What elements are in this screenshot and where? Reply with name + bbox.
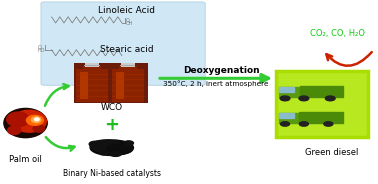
Text: Deoxygenation: Deoxygenation <box>183 66 259 75</box>
Bar <box>84 65 100 66</box>
Text: CO₂, CO, H₂O: CO₂, CO, H₂O <box>310 29 365 38</box>
Circle shape <box>299 122 308 126</box>
Text: O: O <box>38 45 42 50</box>
Ellipse shape <box>12 110 46 132</box>
Text: Linoleic Acid: Linoleic Acid <box>98 6 155 15</box>
Text: WCO: WCO <box>101 103 123 112</box>
Ellipse shape <box>7 112 29 127</box>
Bar <box>279 86 294 92</box>
Bar <box>279 113 298 123</box>
Bar <box>80 72 88 99</box>
Circle shape <box>299 96 309 101</box>
Ellipse shape <box>26 115 43 125</box>
Circle shape <box>324 122 333 126</box>
Bar <box>116 72 124 99</box>
Bar <box>299 112 343 123</box>
Bar <box>119 66 136 70</box>
Bar <box>83 66 101 70</box>
FancyBboxPatch shape <box>276 71 368 137</box>
FancyBboxPatch shape <box>41 2 205 85</box>
Ellipse shape <box>99 151 109 155</box>
Text: 350°C, 2 h, inert atmosphere: 350°C, 2 h, inert atmosphere <box>163 80 269 87</box>
Circle shape <box>280 96 290 101</box>
Text: +: + <box>104 116 119 134</box>
Text: Palm oil: Palm oil <box>9 155 42 164</box>
Text: Stearic acid: Stearic acid <box>100 45 154 54</box>
Ellipse shape <box>110 152 121 156</box>
Bar <box>120 65 135 66</box>
FancyArrowPatch shape <box>326 52 372 66</box>
Text: O: O <box>125 18 129 23</box>
Bar <box>76 69 108 102</box>
Bar <box>279 86 300 98</box>
Bar <box>74 63 147 103</box>
Text: Green diesel: Green diesel <box>305 148 359 157</box>
Ellipse shape <box>8 126 21 135</box>
Text: HO: HO <box>37 48 45 53</box>
Bar <box>85 63 99 67</box>
Ellipse shape <box>33 125 44 132</box>
Bar <box>279 113 294 118</box>
Ellipse shape <box>4 108 47 138</box>
Text: OH: OH <box>125 21 133 26</box>
FancyArrowPatch shape <box>45 84 68 106</box>
Text: Binary Ni-based catalysts: Binary Ni-based catalysts <box>63 169 161 178</box>
Circle shape <box>325 96 335 101</box>
Bar <box>300 86 343 98</box>
Ellipse shape <box>89 141 101 147</box>
Bar <box>121 63 135 67</box>
Ellipse shape <box>31 117 41 123</box>
FancyArrowPatch shape <box>46 137 74 151</box>
Bar <box>112 69 144 102</box>
Ellipse shape <box>35 118 39 121</box>
Ellipse shape <box>106 144 133 154</box>
Circle shape <box>280 122 290 126</box>
Ellipse shape <box>124 141 133 145</box>
Ellipse shape <box>90 140 133 155</box>
Ellipse shape <box>90 140 122 152</box>
